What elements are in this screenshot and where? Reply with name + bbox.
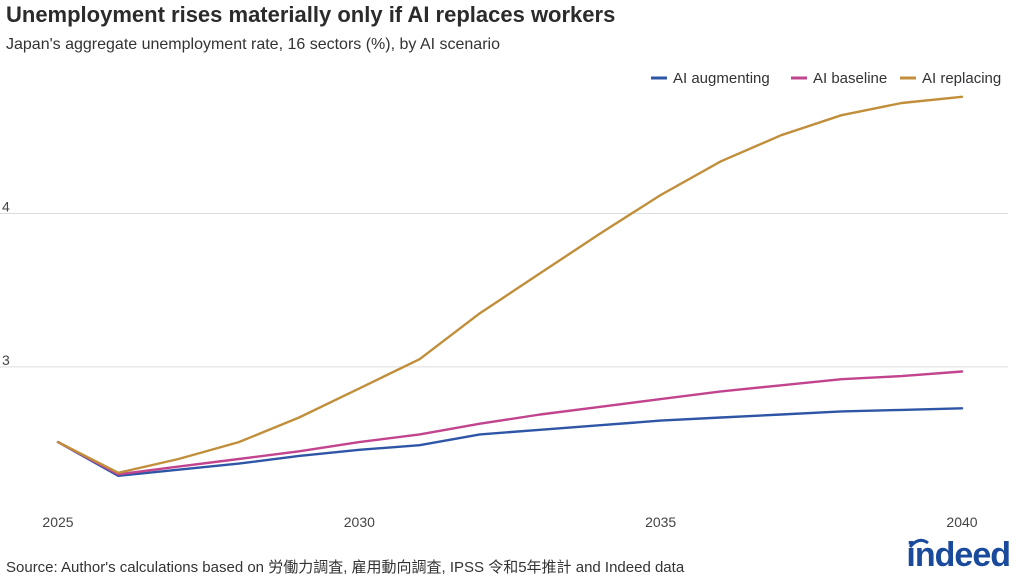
legend-label: AI replacing (922, 70, 1001, 87)
y-tick-label: 3 (2, 352, 10, 368)
legend: AI augmenting AI baseline AI replacing (651, 70, 1001, 87)
indeed-logo: indeed (906, 536, 1011, 575)
x-axis-ticks: 2025 2030 2035 2040 (42, 514, 977, 530)
source-note: Source: Author's calculations based on 労… (6, 559, 685, 576)
legend-label: AI baseline (813, 70, 887, 87)
series-line-ai-replacing (56, 95, 964, 474)
x-tick-label: 2035 (645, 514, 676, 530)
x-tick-label: 2040 (946, 514, 977, 530)
series-line-ai-augmenting (56, 407, 964, 477)
series-lines (56, 95, 964, 477)
y-tick-label: 4 (2, 198, 10, 214)
logo-text: indeed (906, 536, 1011, 574)
chart-title: Unemployment rises materially only if AI… (6, 2, 616, 27)
x-tick-label: 2030 (344, 514, 375, 530)
series-line-ai-baseline (56, 370, 964, 476)
y-axis-ticks: 34 (2, 198, 10, 367)
x-tick-label: 2025 (42, 514, 73, 530)
chart-subtitle: Japan's aggregate unemployment rate, 16 … (6, 36, 500, 53)
legend-label: AI augmenting (673, 70, 770, 87)
gridlines (0, 212, 1008, 368)
logo-arc-icon (909, 538, 930, 548)
